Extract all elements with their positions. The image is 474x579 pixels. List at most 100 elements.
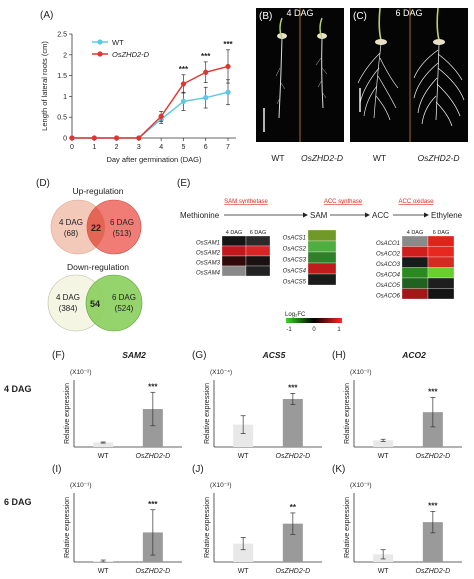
heatmap-sam-cell	[245, 245, 271, 257]
y-axis-label: Relative expression	[204, 497, 211, 558]
heatmap-sam-cell	[221, 265, 247, 277]
significance-marker: ***	[148, 500, 158, 509]
pathway-step-methionine: Methionine	[180, 211, 220, 220]
panel-a-xtick-label: 2	[115, 144, 119, 151]
scale-label: (X10⁻²)	[350, 369, 372, 376]
pathway-enzyme-sam-synthetase: SAM synthetase	[224, 199, 268, 205]
venn-up-right-count: (513)	[113, 229, 132, 238]
panel-a-point	[113, 135, 120, 141]
panel-e-pathway: (E) Methionine SAM ACC Ethylene SAM synt…	[177, 178, 463, 333]
heatmap-sam-cell	[221, 255, 247, 267]
panel-letter-g: (G)	[192, 350, 206, 361]
heatmap-aco-col-header: 6 DAG	[433, 230, 450, 236]
category-label: OsZHD2-D	[276, 453, 311, 460]
venn-down-title: Down-regulation	[67, 262, 129, 272]
venn-up-right-label: 6 DAG	[110, 218, 134, 227]
heatmap-acs-gene-label: OsACS3	[283, 258, 307, 264]
panel-a-xtick-label: 0	[70, 144, 74, 151]
significance-marker: ***	[288, 383, 298, 392]
heatmap-acs-gene-label: OsACS4	[283, 269, 307, 275]
heatmap-aco-cell	[401, 277, 429, 289]
heatmap-aco-gene-label: OsACO1	[376, 241, 400, 247]
heatmap-aco-gene-label: OsACO5	[376, 283, 401, 289]
panel-a-point	[203, 69, 209, 75]
category-label: WT	[378, 453, 390, 460]
bar	[233, 424, 254, 447]
y-axis-label: Relative expression	[64, 497, 71, 558]
venn-up-title: Up-regulation	[72, 186, 123, 196]
venn-up-overlap	[87, 207, 105, 247]
heatmap-aco-cell	[401, 288, 429, 300]
heatmap-aco-cell	[427, 277, 455, 289]
heatmap-acs-cell	[307, 240, 337, 253]
scale-label: (X10⁻³)	[350, 482, 372, 489]
category-label: WT	[238, 568, 250, 575]
panel-g-bar-chart: (G) ACS5 (X10⁻⁴) Relative expression WT OsZHD…	[192, 350, 322, 460]
bar	[233, 543, 254, 562]
heatmap-aco-cell	[427, 256, 455, 268]
category-label: OsZHD2-D	[416, 453, 451, 460]
panel-a-point	[136, 135, 142, 141]
y-axis-label: Relative expression	[344, 383, 351, 444]
venn-down-right-label: 6 DAG	[112, 293, 136, 302]
legend-tick-neg1: -1	[286, 327, 292, 333]
panel-letter-j: (J)	[192, 464, 204, 475]
panel-a-ytick-label: 0.5	[57, 115, 67, 122]
heatmap-sam-col-header: 4 DAG	[226, 230, 243, 236]
panel-letter-b: (B)	[259, 11, 273, 22]
y-axis-label: Relative expression	[344, 497, 351, 558]
photo-c-mutant-label: OsZHD2-D	[417, 153, 460, 163]
heatmap-aco-cell	[401, 246, 429, 258]
venn-up-left-label: 4 DAG	[59, 218, 83, 227]
photo-c-title: 6 DAG	[395, 8, 423, 18]
category-label: OsZHD2-D	[136, 453, 171, 460]
legend-wt-label: WT	[112, 38, 124, 47]
panel-a-point	[225, 63, 231, 70]
legend-mutant-marker	[97, 51, 103, 57]
heatmap-aco-cell	[401, 267, 429, 279]
panel-a-significance: ***	[201, 52, 211, 61]
pathway-enzyme-acc-synthase: ACC synthase	[324, 199, 363, 205]
y-axis-label: Relative expression	[64, 383, 71, 444]
venn-down-left-label: 4 DAG	[56, 293, 80, 302]
panel-title: ACO2	[401, 350, 426, 360]
heatmap-aco-gene-label: OsACO4	[376, 273, 401, 279]
panel-letter-f: (F)	[52, 350, 65, 361]
heatmap-aco-cell	[427, 235, 455, 247]
category-label: WT	[238, 453, 250, 460]
bar	[93, 442, 114, 447]
scale-label: (X10⁻¹)	[70, 482, 92, 489]
heatmap-sam-col-header: 6 DAG	[250, 230, 267, 236]
heatmap-sam-cell	[221, 235, 247, 247]
panel-i-bar-chart: (I) 6 DAG (X10⁻¹) Relative expression WT OsZH…	[4, 464, 182, 575]
panel-j-bar-chart: (J) (X10⁻³) Relative expression WT OsZHD2-D *…	[192, 464, 322, 575]
panel-a-ytick-label: 0	[63, 136, 67, 143]
legend-wt-marker	[97, 39, 103, 45]
heatmap-acs-gene-label: OsACS2	[283, 247, 307, 253]
heatmap-aco-cell	[427, 267, 455, 279]
panel-letter-k: (K)	[332, 464, 345, 475]
panel-title: SAM2	[122, 350, 146, 360]
pathway-enzyme-acc-oxidase: ACC oxidase	[398, 199, 434, 205]
panel-letter-i: (I)	[52, 464, 61, 475]
panel-a-legend: WT OsZHD2-D	[92, 38, 150, 59]
legend-log2fc-gradient	[286, 318, 342, 323]
pathway-arrowhead-3	[424, 212, 429, 218]
heatmap-acs-gene-label: OsACS5	[283, 280, 307, 286]
significance-marker: **	[290, 503, 297, 512]
photo-panel-b: (B) 4 DAG	[256, 8, 344, 142]
photo-c-wt-label: WT	[372, 153, 387, 163]
y-axis-label: Relative expression	[204, 383, 211, 444]
bar	[422, 522, 443, 562]
legend-mutant-label: OsZHD2-D	[112, 50, 150, 59]
panel-a-ytick-label: 2.5	[57, 32, 67, 39]
panel-a-significance: ***	[223, 40, 233, 49]
photo-b-wt-label: WT	[271, 153, 285, 163]
seedlings-6dag-image	[357, 8, 465, 142]
panel-d-venn: (D) Up-regulation 4 DAG (68) 22 6 DAG (5…	[36, 178, 143, 332]
panel-letter-d: (D)	[36, 178, 50, 189]
heatmap-sam-gene-label: OsSAM4	[196, 271, 221, 277]
category-label: WT	[98, 568, 110, 575]
panel-a-x-label: Day after germination (DAG)	[106, 155, 202, 164]
heatmap-acs-cell	[307, 262, 337, 275]
